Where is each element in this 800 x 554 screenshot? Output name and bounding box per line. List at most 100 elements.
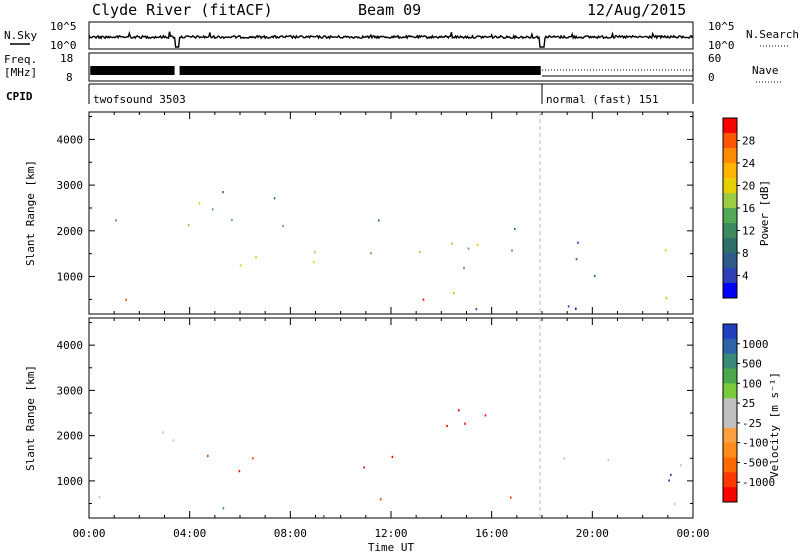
- nave-right-tick-top: 60: [708, 52, 721, 65]
- scatter-cell: [673, 502, 676, 506]
- colorbar-swatch: [723, 413, 737, 429]
- scatter-cell: [664, 249, 667, 252]
- colorbar-tick-label: 16: [742, 202, 755, 215]
- scatter-cell: [313, 251, 316, 254]
- scatter-cell: [575, 307, 577, 310]
- scatter-cell: [567, 305, 570, 308]
- colorbar-swatch: [723, 223, 737, 239]
- scatter-cell: [458, 409, 460, 412]
- nsearch-label: N.Search: [746, 28, 799, 41]
- power-colorbar-label: Power [dB]: [758, 180, 771, 246]
- colorbar-swatch: [723, 193, 737, 209]
- scatter-cell: [379, 498, 382, 501]
- colorbar-swatch: [723, 427, 737, 444]
- colorbar-swatch: [723, 442, 737, 458]
- colorbar-swatch: [723, 324, 737, 340]
- scatter-cell: [125, 298, 127, 301]
- colorbar-swatch: [723, 457, 737, 473]
- scatter-cell: [370, 252, 372, 255]
- x-tick-label: 12:00: [374, 527, 407, 540]
- scatter-cell: [273, 197, 276, 200]
- colorbar-tick-label: 25: [742, 397, 755, 410]
- velocity-colorbar: 1000 500 100 25 -25 -100 -500 -1000: [722, 323, 775, 503]
- colorbar-tick-label: 1000: [742, 338, 769, 351]
- noise-strip: N.Sky 10^5 10^0 10^5 10^0 N.Search: [4, 20, 799, 52]
- y-tick-label: 3000: [57, 179, 84, 192]
- noise-trace: [88, 30, 694, 48]
- scatter-cell: [255, 256, 257, 259]
- colorbar-tick-label: -500: [742, 456, 769, 469]
- scatter-cell: [162, 431, 164, 434]
- scatter-cell: [222, 191, 224, 194]
- y-tick-label: 3000: [57, 384, 84, 397]
- freq-band: [90, 66, 175, 75]
- colorbar-swatch: [723, 178, 737, 194]
- scatter-cell: [238, 470, 241, 473]
- nsky-label: N.Sky: [4, 29, 37, 42]
- scatter-cell: [211, 208, 214, 211]
- power-y-axis-label: Slant Range [km]: [24, 160, 37, 266]
- y-tick-label: 1000: [57, 271, 84, 284]
- x-axis-label: Time UT: [368, 541, 415, 554]
- x-tick-label: 20:00: [576, 527, 609, 540]
- colorbar-swatch: [723, 368, 737, 384]
- cpid-segment-label: normal (fast) 151: [546, 93, 659, 106]
- colorbar-tick-label: 24: [742, 157, 756, 170]
- y-tick-label: 4000: [57, 339, 84, 352]
- scatter-cell: [446, 424, 448, 428]
- colorbar-tick-label: 28: [742, 135, 755, 148]
- freq-strip: Freq. [MHz] 18 8 60 0 Nave: [4, 52, 782, 84]
- colorbar-tick-label: 8: [742, 247, 749, 260]
- scatter-cell: [282, 225, 284, 228]
- x-tick-label: 00:00: [72, 527, 105, 540]
- scatter-cell: [363, 466, 365, 469]
- velocity-y-axis-label: Slant Range [km]: [24, 365, 37, 471]
- scatter-cell: [239, 264, 242, 267]
- scatter-cell: [668, 479, 670, 482]
- nave-label: Nave: [752, 64, 779, 77]
- noise-left-tick-bottom: 10^0: [50, 39, 77, 52]
- colorbar-swatch: [723, 472, 737, 488]
- colorbar-frame: [722, 323, 738, 503]
- scatter-cell: [378, 219, 380, 222]
- nave-right-tick-bottom: 0: [708, 71, 715, 84]
- scatter-cell: [222, 507, 225, 510]
- colorbar-swatch: [723, 487, 737, 503]
- colorbar-tick-label: 4: [742, 270, 749, 283]
- scatter-cell: [575, 258, 578, 261]
- scatter-cell: [510, 496, 512, 499]
- date-title: 12/Aug/2015: [587, 1, 686, 19]
- colorbar-swatch: [723, 338, 737, 355]
- noise-left-tick-top: 10^5: [50, 20, 77, 33]
- scatter-cell: [475, 308, 478, 311]
- freq-left-tick-bottom: 8: [66, 71, 73, 84]
- colorbar-tick-label: 500: [742, 358, 762, 371]
- x-tick-label: 08:00: [274, 527, 307, 540]
- scatter-cell: [312, 261, 315, 264]
- cpid-label: CPID: [6, 90, 33, 103]
- colorbar-swatch: [723, 238, 737, 254]
- cpid-strip: CPID twofsound 3503 normal (fast) 151: [6, 83, 694, 106]
- scatter-cell: [115, 219, 117, 222]
- scatter-cell: [476, 243, 479, 246]
- scatter-cell: [563, 457, 566, 460]
- scatter-cell: [464, 422, 466, 425]
- colorbar-swatch: [723, 208, 737, 224]
- colorbar-swatch: [723, 353, 737, 369]
- scatter-cell: [577, 241, 579, 244]
- scatter-cell: [187, 224, 190, 227]
- colorbar-tick-label: 20: [742, 180, 755, 193]
- colorbar-tick-label: -100: [742, 437, 769, 450]
- scatter-cell: [98, 496, 101, 499]
- beam-title: Beam 09: [358, 1, 421, 19]
- freq-trace: [90, 66, 693, 77]
- colorbar-tick-label: 12: [742, 225, 755, 238]
- scatter-cell: [172, 439, 175, 442]
- scatter-cell: [679, 464, 682, 467]
- y-tick-label: 2000: [57, 225, 84, 238]
- colorbar-swatch: [723, 148, 737, 164]
- scatter-cell: [467, 247, 470, 250]
- colorbar-swatch: [723, 398, 737, 414]
- cpid-segment-label: twofsound 3503: [93, 93, 186, 106]
